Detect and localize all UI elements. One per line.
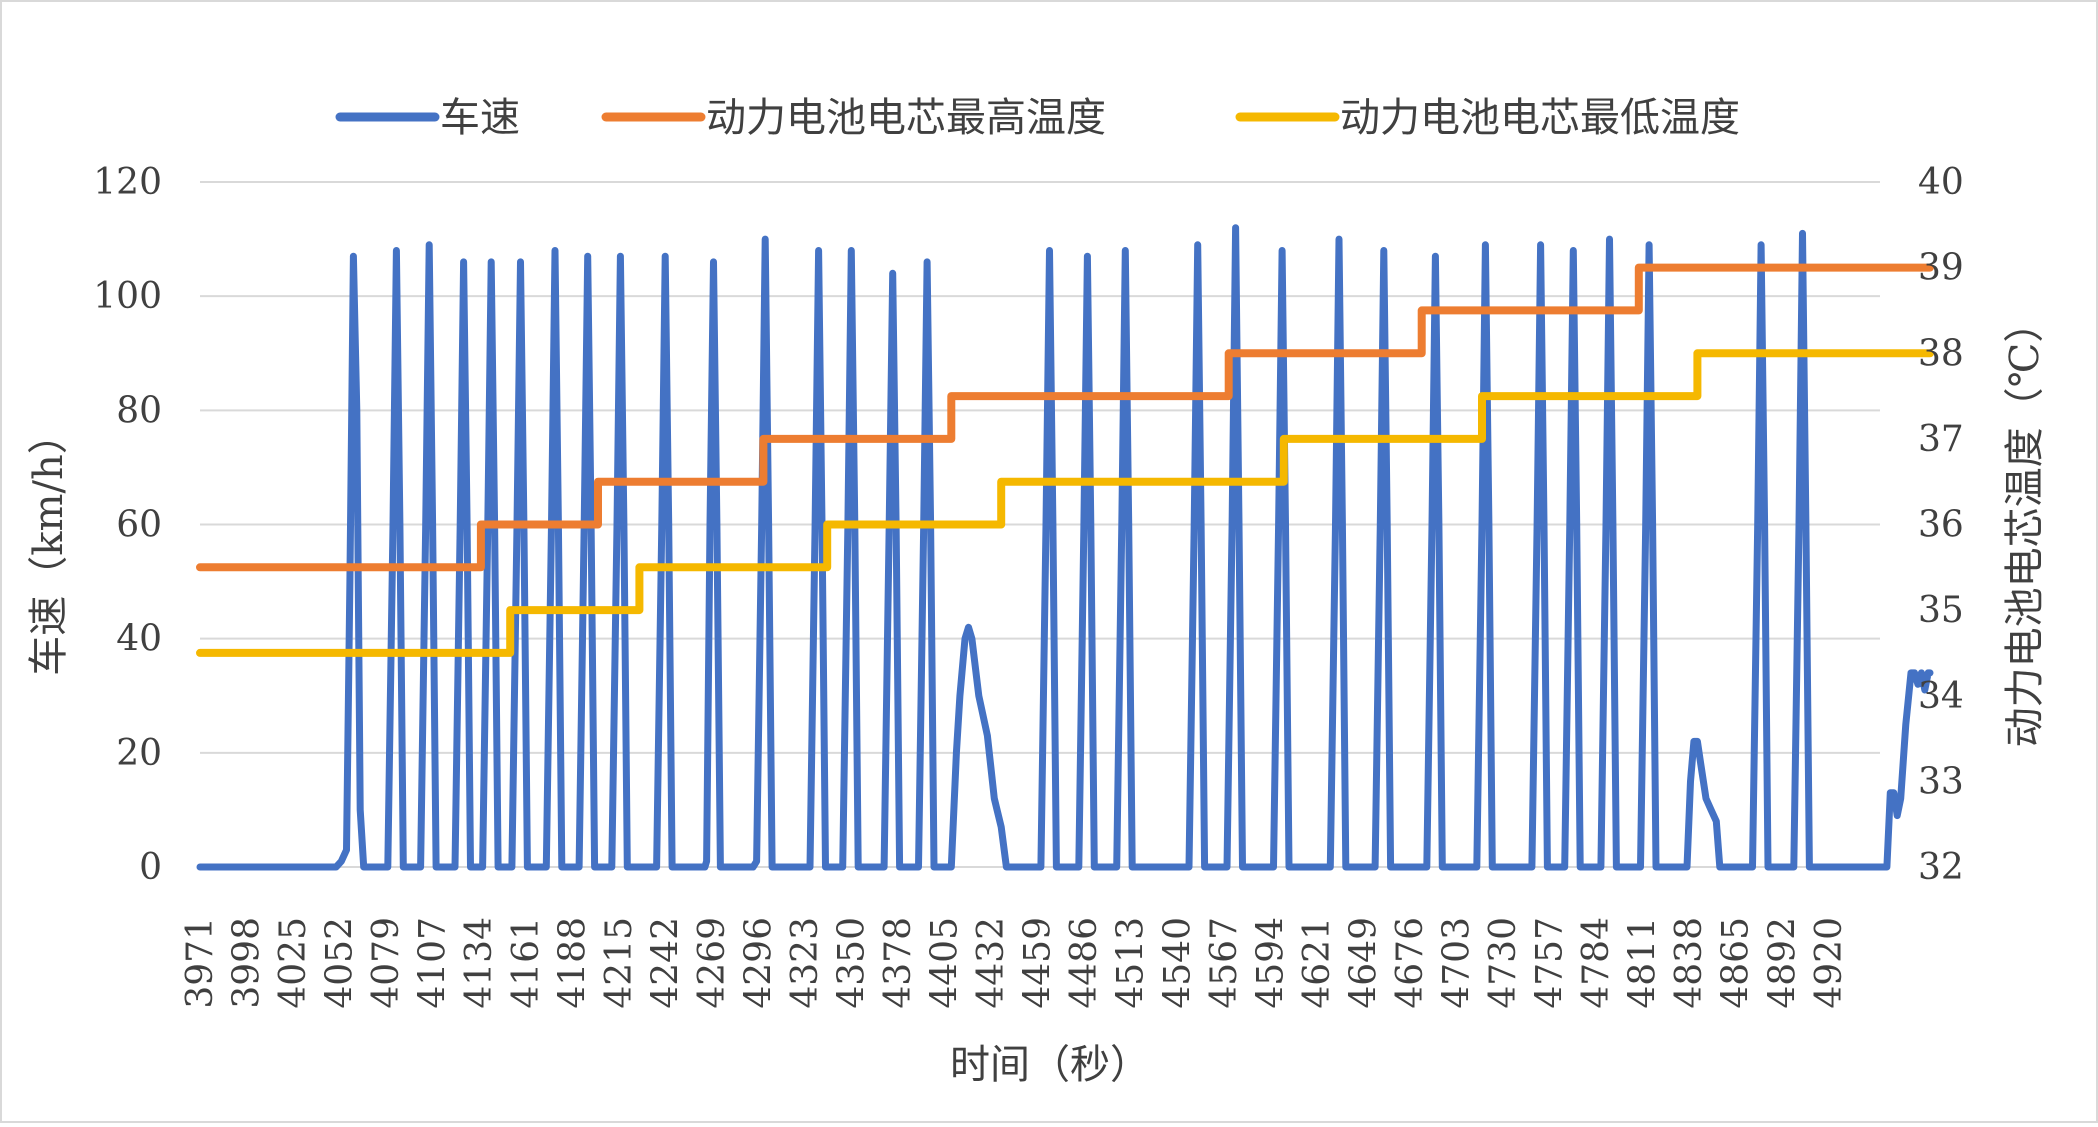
y-tick-label: 0 [139, 847, 162, 888]
x-tick-label: 4134 [459, 917, 500, 1009]
x-tick-label: 4757 [1530, 917, 1571, 1009]
x-tick-label: 4703 [1437, 917, 1478, 1009]
y-tick-label: 100 [93, 276, 162, 317]
x-tick-label: 4649 [1343, 917, 1384, 1009]
x-tick-label: 4594 [1250, 917, 1291, 1009]
y-axis-ticks: 0 20 40 60 80 100 120 [93, 162, 162, 888]
y2-tick-label: 36 [1918, 505, 1964, 546]
x-tick-label: 4865 [1716, 917, 1757, 1009]
x-tick-label: 4567 [1204, 917, 1245, 1009]
y2-tick-label: 39 [1918, 248, 1964, 289]
y2-tick-label: 37 [1918, 419, 1964, 460]
y2-tick-label: 33 [1918, 761, 1964, 802]
y-tick-label: 60 [116, 505, 162, 546]
x-tick-label: 4405 [925, 917, 966, 1009]
x-tick-label: 4378 [878, 917, 919, 1009]
x-axis-ticks: 3971 3998 4025 4052 4079 4107 4134 4161 4188 4215… [180, 917, 1850, 1009]
y2-tick-label: 32 [1918, 847, 1964, 888]
y-tick-label: 40 [116, 619, 162, 660]
x-tick-label: 3998 [227, 917, 268, 1009]
x-tick-label: 4730 [1483, 917, 1524, 1009]
x-tick-label: 4540 [1157, 917, 1198, 1009]
x-tick-label: 4432 [971, 917, 1012, 1009]
y2-tick-label: 38 [1918, 333, 1964, 374]
x-tick-label: 4892 [1762, 917, 1803, 1009]
x-tick-label: 4920 [1809, 917, 1850, 1009]
x-tick-label: 4621 [1297, 917, 1338, 1009]
x-tick-label: 4784 [1576, 917, 1617, 1009]
y2-axis-ticks: 32 33 34 35 36 37 38 39 40 [1918, 162, 1964, 888]
y-tick-label: 120 [93, 162, 162, 203]
x-tick-label: 4513 [1111, 917, 1152, 1009]
legend-label: 动力电池电芯最高温度 [706, 95, 1106, 141]
x-axis-title: 时间（秒） [950, 1042, 1150, 1088]
x-tick-label: 4269 [692, 917, 733, 1009]
x-tick-label: 4838 [1669, 917, 1710, 1009]
x-tick-label: 4323 [785, 917, 826, 1009]
legend-label: 车速 [440, 95, 520, 141]
series-line-3 [196, 349, 1934, 657]
legend-label: 动力电池电芯最低温度 [1340, 95, 1740, 141]
y2-tick-label: 34 [1918, 676, 1964, 717]
y2-axis-title: 动力电池电芯温度（℃） [2002, 303, 2048, 748]
x-tick-label: 4486 [1064, 917, 1105, 1009]
series-line-2 [196, 263, 1934, 572]
y2-tick-label: 40 [1918, 162, 1964, 203]
y-axis-title: 车速（km/h） [26, 414, 72, 675]
legend: 车速 动力电池电芯最高温度 动力电池电芯最低温度 [335, 95, 1740, 141]
x-tick-label: 3971 [180, 917, 221, 1009]
x-tick-label: 4215 [599, 917, 640, 1009]
x-tick-label: 4350 [832, 917, 873, 1009]
x-tick-label: 4676 [1390, 917, 1431, 1009]
x-tick-label: 4025 [273, 917, 314, 1009]
y2-tick-label: 35 [1918, 590, 1964, 631]
y-tick-label: 80 [116, 390, 162, 431]
x-tick-label: 4296 [738, 917, 779, 1009]
x-tick-label: 4811 [1623, 917, 1664, 1009]
x-tick-label: 4242 [645, 917, 686, 1009]
y-tick-label: 20 [116, 733, 162, 774]
x-tick-label: 4459 [1018, 917, 1059, 1009]
series-layer [196, 224, 1934, 871]
x-tick-label: 4079 [366, 917, 407, 1009]
x-tick-label: 4052 [320, 917, 361, 1009]
x-tick-label: 4161 [506, 917, 547, 1009]
x-tick-label: 4188 [552, 917, 593, 1009]
x-tick-label: 4107 [413, 917, 454, 1009]
series-line-1 [196, 224, 1934, 871]
